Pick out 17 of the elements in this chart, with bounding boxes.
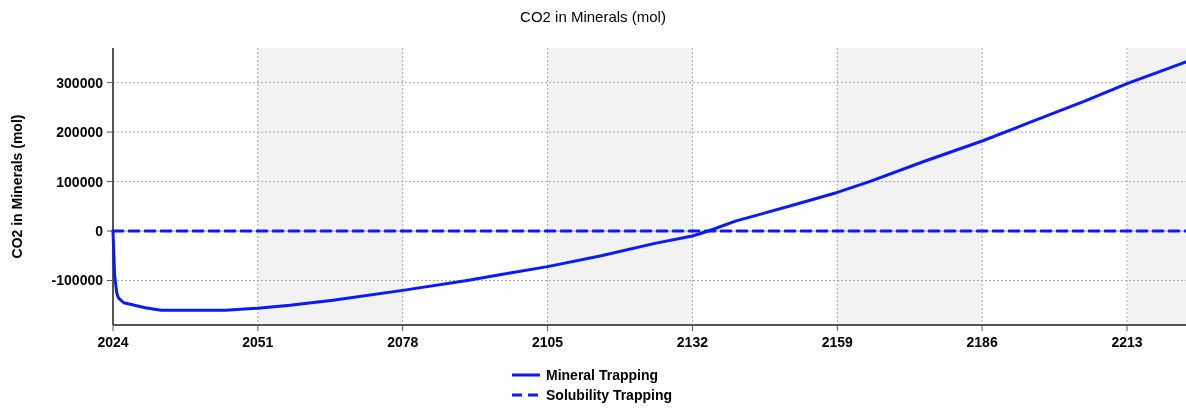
y-tick-label: 200000 (56, 124, 104, 141)
x-tick-label: 2132 (676, 334, 709, 350)
chart-title: CO2 in Minerals (mol) (520, 8, 666, 25)
legend-label: Mineral Trapping (546, 367, 659, 383)
x-tick-label: 2105 (531, 334, 564, 350)
legend-label: Solubility Trapping (546, 387, 672, 403)
y-tick-label: 100000 (56, 173, 104, 190)
y-tick-label: -100000 (51, 272, 104, 289)
y-tick-label: 0 (95, 223, 104, 240)
x-tick-label: 2051 (242, 334, 274, 350)
x-tick-label: 2213 (1111, 334, 1143, 350)
x-tick-label: 2078 (387, 334, 419, 350)
y-tick-label: 300000 (56, 74, 104, 91)
x-tick-label: 2159 (821, 334, 854, 350)
y-axis-title: CO2 in Minerals (mol) (9, 114, 25, 259)
x-tick-label: 2186 (966, 334, 998, 350)
x-tick-label: 2024 (97, 334, 129, 350)
